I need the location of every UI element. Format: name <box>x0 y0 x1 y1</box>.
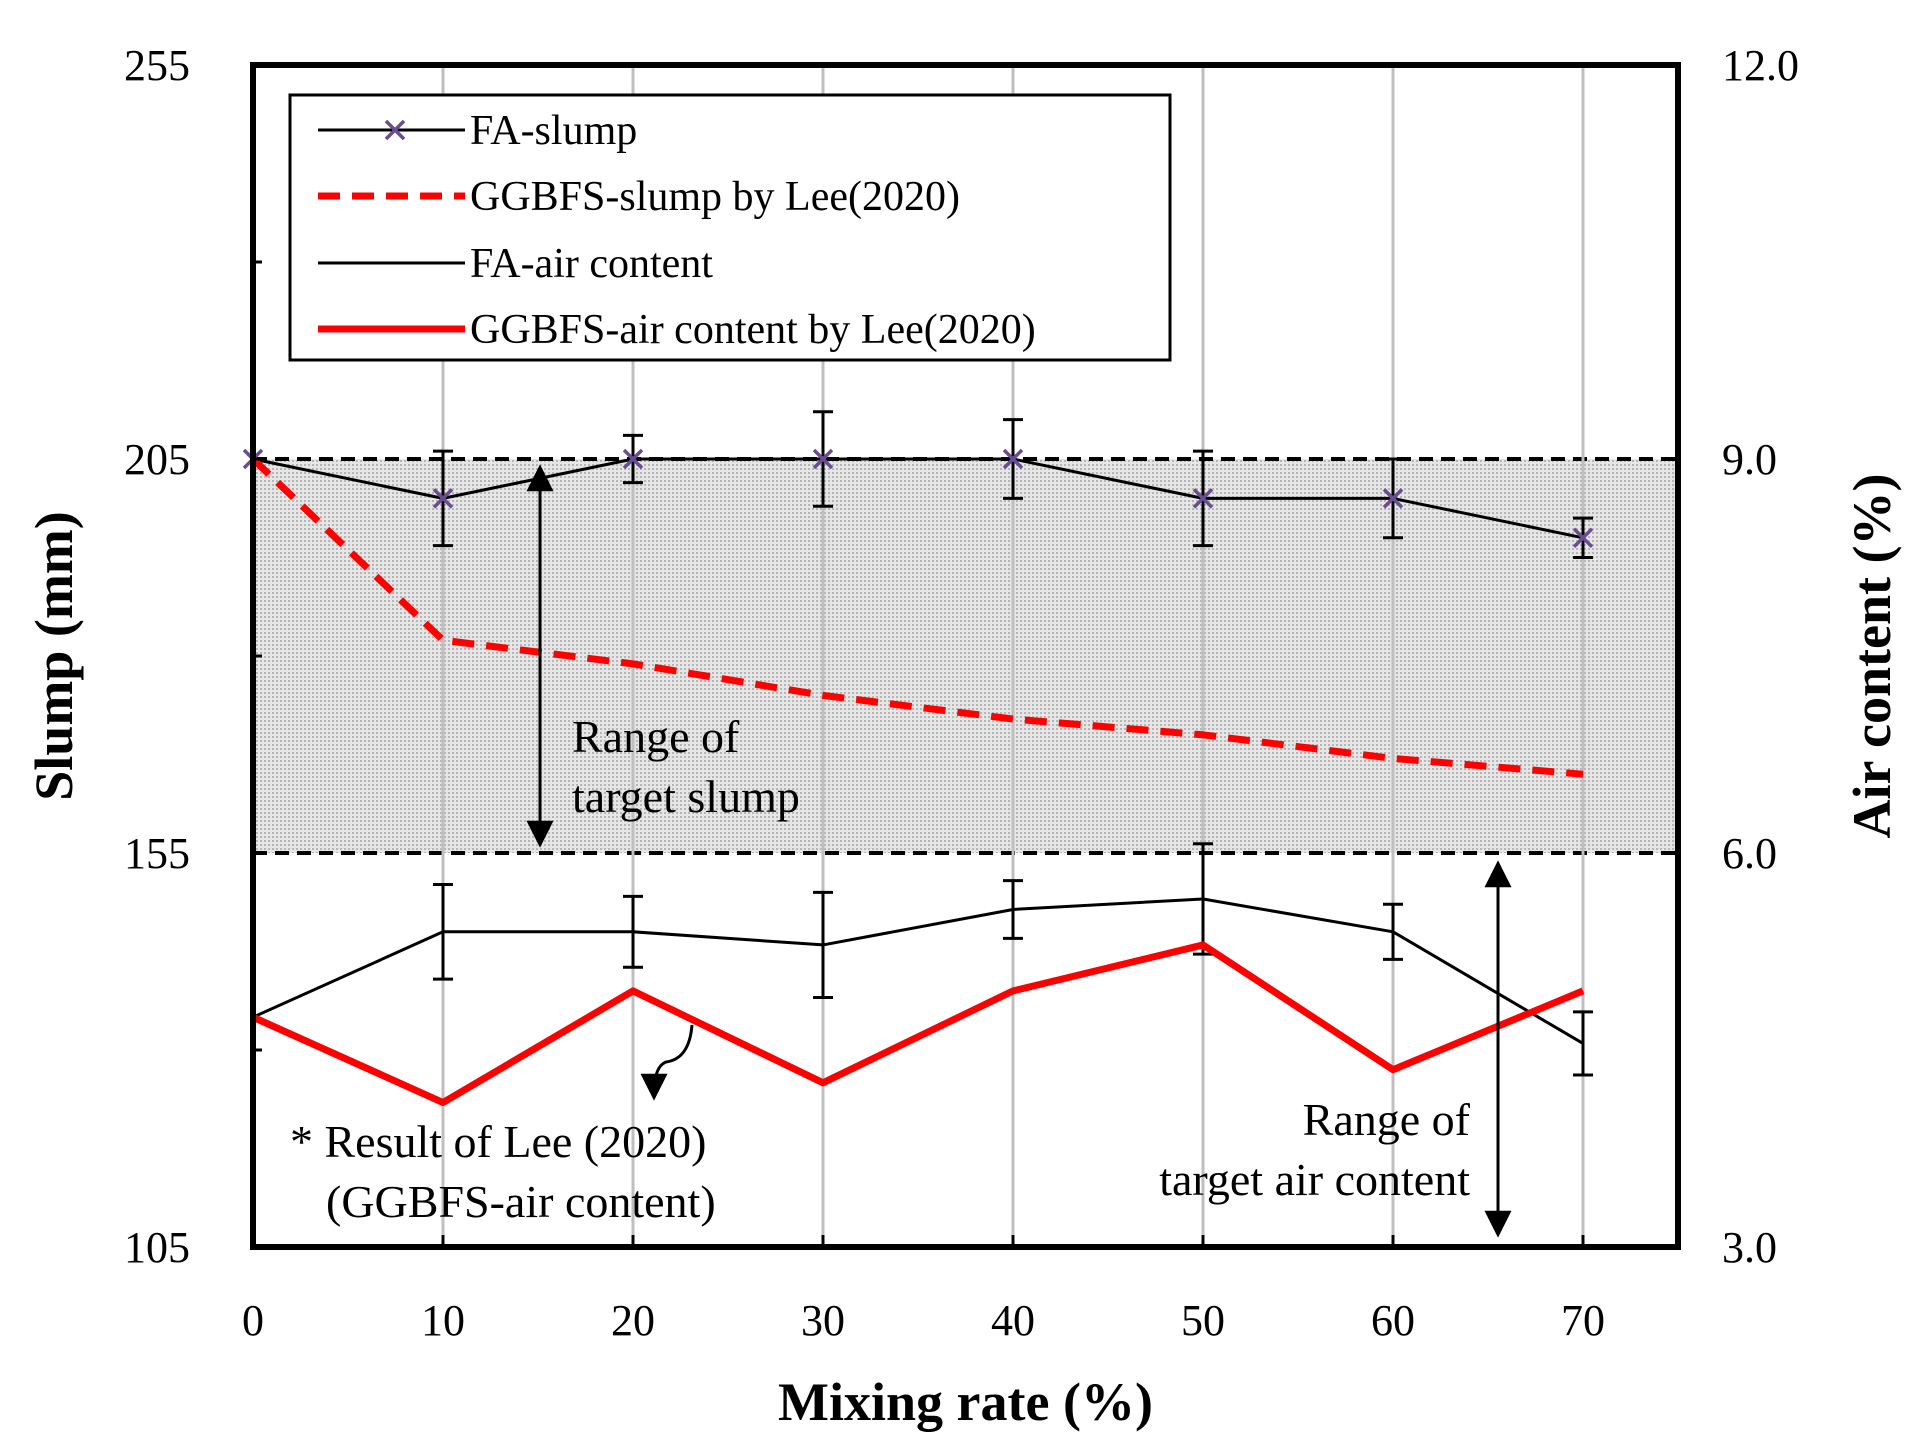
slump-range-label-2: target slump <box>572 771 800 822</box>
y-left-tick-label: 205 <box>124 435 190 484</box>
air-range-label-2: target air content <box>1159 1154 1470 1205</box>
series-line-3 <box>251 941 1585 1107</box>
gridlines-layer <box>441 65 1585 1247</box>
x-tick-label: 40 <box>991 1296 1035 1345</box>
series-line-0 <box>252 457 1584 540</box>
x-tick-label: 30 <box>801 1296 845 1345</box>
legend: FA-slump GGBFS-slump by Lee(2020) FA-air c… <box>288 93 1172 362</box>
y-left-tick-label: 105 <box>124 1223 190 1272</box>
data-point-marker <box>432 488 454 509</box>
y-left-tick-label: 255 <box>124 41 190 90</box>
y-right-tick-label: 6.0 <box>1722 829 1777 878</box>
legend-label-2: FA-air content <box>470 241 713 287</box>
x-tick-label: 0 <box>242 1296 264 1345</box>
y-left-tick-label: 155 <box>124 829 190 878</box>
legend-marker <box>384 119 406 141</box>
lee-note-arrow <box>640 1024 694 1101</box>
data-point-marker <box>1572 527 1594 549</box>
x-tick-label: 70 <box>1561 1296 1605 1345</box>
data-point-marker <box>1192 488 1214 509</box>
y-right-tick-label: 12.0 <box>1722 41 1799 90</box>
axes-layer: 0 10 20 30 40 50 60 70 105 155 205 255 3.0 6.0 9.0 12.0… <box>24 41 1902 1432</box>
y-right-tick-label: 9.0 <box>1722 435 1777 484</box>
x-tick-label: 10 <box>421 1296 465 1345</box>
target-slump-band-layer <box>253 457 1678 855</box>
series-line-2 <box>252 897 1584 1045</box>
x-tick-label: 60 <box>1371 1296 1415 1345</box>
annotations-layer: Range of target slump Range of target air c… <box>290 464 1512 1238</box>
data-point-marker <box>1002 448 1024 470</box>
slump-range-label-1: Range of <box>572 711 740 762</box>
lee-note-label-2: (GGBFS-air content) <box>326 1176 716 1227</box>
y-right-tick-label: 3.0 <box>1722 1223 1777 1272</box>
legend-label-1: GGBFS-slump by Lee(2020) <box>470 174 960 220</box>
legend-label-3: GGBFS-air content by Lee(2020) <box>470 307 1036 353</box>
x-tick-label: 20 <box>611 1296 655 1345</box>
data-point-marker <box>622 448 644 470</box>
legend-label-0: FA-slump <box>470 108 637 154</box>
x-tick-label: 50 <box>1181 1296 1225 1345</box>
lee-note-label-1: * Result of Lee (2020) <box>290 1116 706 1167</box>
data-point-marker <box>812 448 834 470</box>
x-axis-title: Mixing rate (%) <box>778 1372 1153 1432</box>
target-slump-band <box>253 459 1678 853</box>
air-range-label-1: Range of <box>1303 1094 1471 1145</box>
data-point-marker <box>1382 488 1404 509</box>
legend-box <box>288 93 1172 362</box>
series-layer <box>242 410 1594 1107</box>
y-right-axis-title: Air content (%) <box>1842 474 1902 839</box>
y-left-axis-title: Slump (mm) <box>24 511 84 801</box>
